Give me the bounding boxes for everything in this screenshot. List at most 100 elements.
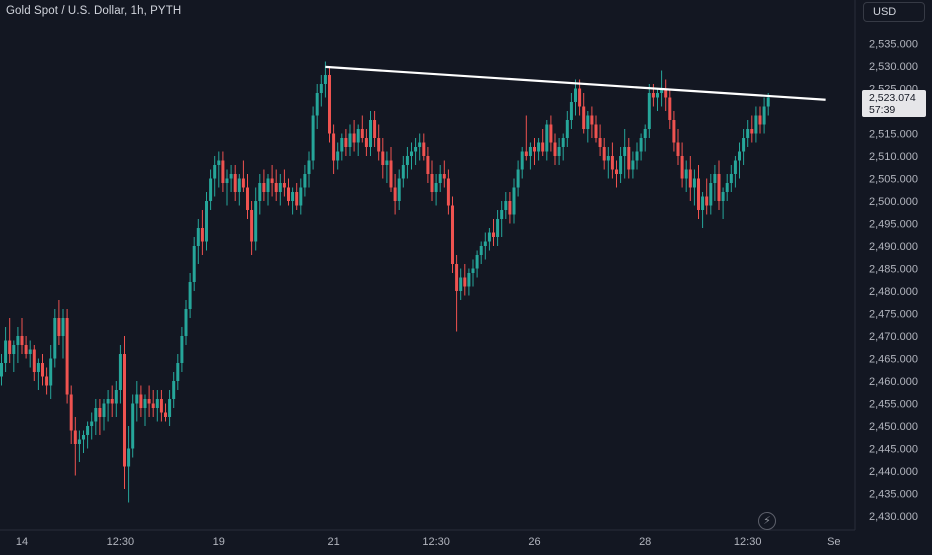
candle	[164, 403, 167, 422]
candle	[311, 106, 315, 170]
candle-body	[176, 363, 180, 381]
currency-button[interactable]: USD	[863, 2, 925, 22]
candle-body	[746, 129, 750, 138]
candle	[557, 138, 561, 165]
candle	[360, 115, 364, 143]
candle	[4, 327, 8, 372]
candle-body	[364, 138, 368, 147]
candle	[549, 115, 553, 152]
candle	[69, 385, 73, 444]
candle	[328, 66, 331, 143]
candle	[701, 192, 705, 228]
candle	[295, 183, 299, 210]
candle-body	[213, 165, 217, 179]
candle-body	[184, 309, 188, 336]
candle	[221, 151, 225, 192]
candle-body	[578, 88, 582, 107]
x-tick-label: 19	[213, 536, 225, 548]
candle-body	[643, 129, 647, 138]
candle	[627, 138, 631, 179]
candle-body	[623, 147, 627, 156]
candle-body	[410, 151, 413, 156]
candles-layer	[0, 61, 770, 503]
candle-body	[123, 354, 126, 467]
candle-body	[471, 268, 475, 273]
candle-body	[680, 156, 684, 179]
candle	[520, 147, 524, 179]
y-tick-label: 2,465.000	[869, 354, 918, 366]
candle	[442, 160, 446, 188]
candle	[631, 151, 635, 179]
candle-body	[709, 183, 713, 206]
candle-body	[8, 340, 12, 354]
candle	[86, 421, 90, 449]
candle	[147, 385, 151, 417]
symbol-title[interactable]: Gold Spot / U.S. Dollar, 1h, PYTH	[6, 5, 182, 17]
candle-body	[217, 160, 221, 165]
candle-body	[647, 93, 651, 129]
candle-body	[45, 376, 49, 386]
candle	[364, 129, 368, 156]
candle-body	[508, 201, 512, 215]
candle-body	[369, 120, 372, 147]
candle-body	[131, 403, 135, 449]
candle-body	[28, 349, 32, 354]
y-tick-label: 2,485.000	[869, 264, 918, 276]
candle-body	[246, 187, 249, 210]
candle	[487, 228, 491, 251]
candle-body	[754, 115, 758, 134]
candle-body	[221, 160, 225, 183]
candle	[758, 106, 762, 134]
candle	[672, 111, 676, 152]
candle	[750, 115, 754, 143]
candle-body	[487, 232, 491, 242]
candle	[656, 88, 659, 111]
y-tick-label: 2,440.000	[869, 466, 918, 478]
candle	[697, 165, 700, 219]
candle	[512, 178, 516, 224]
candle	[266, 174, 270, 206]
candle-body	[328, 75, 331, 134]
x-tick-label: 28	[639, 536, 651, 548]
candle-body	[684, 169, 688, 179]
candle-body	[192, 246, 196, 282]
candle	[430, 160, 434, 201]
candle	[524, 115, 528, 161]
candle-body	[200, 228, 204, 242]
candle-body	[303, 174, 307, 188]
candle	[172, 372, 176, 408]
candle	[28, 340, 32, 368]
candle	[717, 160, 721, 210]
lightning-icon[interactable]: ⚡	[758, 512, 776, 530]
candle	[151, 390, 155, 417]
candle	[545, 120, 549, 161]
candle-body	[533, 147, 536, 152]
candle-body	[459, 277, 463, 291]
x-tick-label: 21	[327, 536, 339, 548]
candle-body	[262, 183, 266, 192]
candle-body	[434, 183, 438, 192]
candle-body	[209, 178, 213, 201]
y-tick-label: 2,430.000	[869, 511, 918, 523]
candle-body	[426, 156, 430, 174]
candle-body	[479, 246, 483, 255]
candle-body	[299, 187, 303, 206]
time-axis[interactable]: 14 12:30 19 21 12:30 26 28 12:30 Se	[16, 536, 841, 548]
candle	[315, 84, 319, 129]
candle	[278, 174, 282, 206]
candle	[500, 201, 504, 237]
candle-body	[430, 174, 434, 192]
current-price-tag: 2,523.074 57:39	[862, 90, 926, 117]
candle-body	[348, 133, 352, 147]
candle-body	[610, 156, 614, 170]
candle-body	[258, 183, 262, 201]
candle	[114, 381, 118, 417]
candle	[282, 169, 286, 197]
candle	[721, 187, 725, 219]
candle-body	[102, 403, 106, 417]
candle	[594, 115, 598, 143]
candle	[692, 169, 696, 206]
